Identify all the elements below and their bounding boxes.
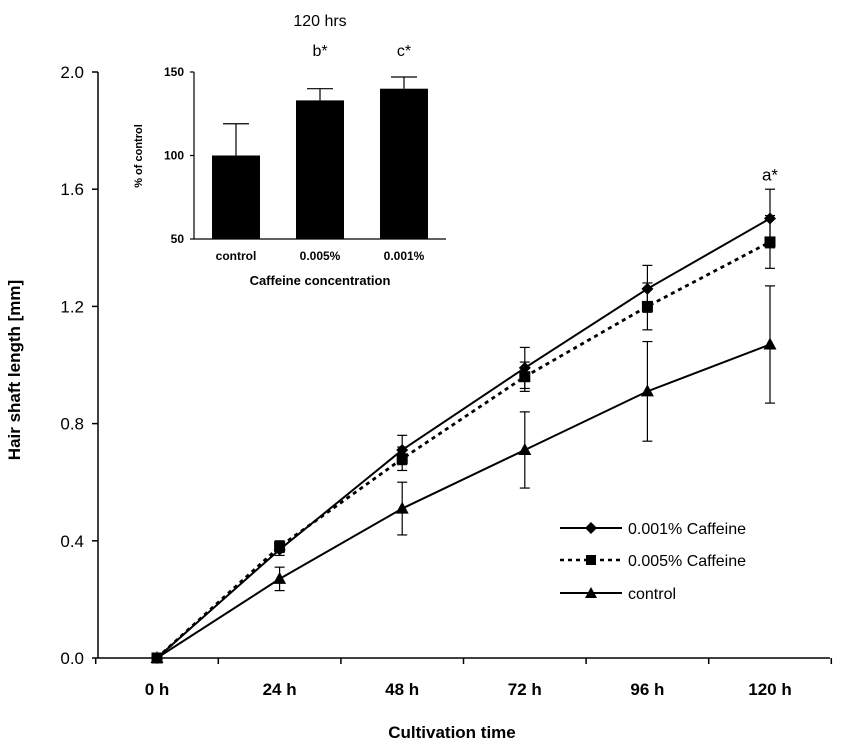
legend-marker-diamond — [585, 522, 597, 534]
data-point-0-001-caffeine — [396, 443, 409, 456]
main-y-axis-title: Hair shaft length [mm] — [5, 280, 24, 460]
main-series-markers — [150, 212, 777, 664]
inset-y-tick-label: 100 — [164, 149, 184, 163]
main-x-tick-label: 96 h — [630, 680, 664, 699]
data-point-0-005-caffeine — [641, 300, 653, 312]
inset-plot: 120 hrs 50 100 150 control 0.005% b* 0.001% c*… — [133, 13, 446, 288]
inset-y-tick-label: 150 — [164, 65, 184, 79]
data-point-control — [518, 442, 532, 455]
inset-y-ticks: 50 100 150 — [164, 65, 194, 246]
main-y-tick-label: 1.6 — [60, 180, 84, 199]
main-y-tick-label: 0.8 — [60, 415, 84, 434]
inset-bar-0-005 — [296, 100, 344, 239]
inset-x-tick-label: 0.005% — [300, 249, 341, 263]
inset-y-axis-title: % of control — [133, 124, 145, 188]
series-line-0-005-caffeine — [156, 240, 771, 660]
legend-marker-triangle — [585, 587, 597, 598]
legend-marker-square — [586, 555, 596, 565]
main-y-tick-label: 0.4 — [60, 532, 84, 551]
legend-label-control: control — [628, 586, 676, 603]
inset-y-tick-label: 50 — [171, 232, 185, 246]
data-point-control — [763, 337, 777, 350]
inset-bars: control 0.005% b* 0.001% c* — [212, 43, 428, 263]
main-x-ticks: 0 h 24 h 48 h 72 h 96 h 120 h — [94, 658, 833, 699]
data-point-0-001-caffeine — [518, 361, 531, 374]
data-point-control — [395, 501, 409, 514]
inset-x-axis-title: Caffeine concentration — [250, 273, 391, 288]
data-point-0-005-caffeine — [519, 371, 531, 383]
main-y-tick-label: 1.2 — [60, 297, 84, 316]
inset-x-tick-label: control — [216, 249, 257, 263]
data-point-control — [150, 651, 164, 663]
data-point-control — [273, 571, 287, 584]
legend-label-0005-caffeine: 0.005% Caffeine — [628, 553, 746, 570]
main-x-tick-label: 0 h — [145, 680, 170, 699]
series-line-control — [156, 343, 771, 659]
data-point-control — [640, 384, 654, 397]
main-y-tick-label: 0.0 — [60, 649, 84, 668]
main-x-axis-title: Cultivation time — [388, 723, 516, 742]
legend-item-control: control — [560, 586, 676, 603]
data-point-0-001-caffeine — [764, 212, 776, 225]
data-point-0-005-caffeine — [274, 541, 286, 553]
inset-x-tick-label: 0.001% — [384, 249, 425, 263]
inset-bar-control — [212, 155, 260, 239]
main-x-tick-label: 72 h — [508, 680, 542, 699]
legend: 0.001% Caffeine 0.005% Caffeine control — [560, 521, 746, 603]
main-x-tick-label: 24 h — [263, 680, 297, 699]
legend-label-0001-caffeine: 0.001% Caffeine — [628, 521, 746, 538]
main-plot: 0.0 0.4 0.8 1.2 1.6 2.0 0 h 24 h 48 h 72 h 96 h 12… — [5, 63, 833, 742]
main-series-lines — [156, 217, 771, 660]
main-x-tick-label: 48 h — [385, 680, 419, 699]
data-point-0-005-caffeine — [396, 453, 408, 465]
legend-item-0005-caffeine: 0.005% Caffeine — [560, 553, 746, 570]
inset-bar-significance-label: c* — [397, 43, 411, 60]
inset-bar-significance-label: b* — [312, 43, 327, 60]
series-line-0-001-caffeine — [156, 217, 771, 659]
main-y-ticks: 0.0 0.4 0.8 1.2 1.6 2.0 — [60, 63, 98, 668]
data-point-0-001-caffeine — [641, 282, 654, 295]
legend-item-0001-caffeine: 0.001% Caffeine — [560, 521, 746, 538]
main-x-tick-label: 120 h — [748, 680, 791, 699]
data-point-0-005-caffeine — [764, 236, 776, 248]
main-annotation: a* — [762, 166, 778, 185]
inset-bar-0-001 — [380, 88, 428, 239]
main-y-tick-label: 2.0 — [60, 63, 84, 82]
inset-header: 120 hrs — [293, 13, 346, 30]
